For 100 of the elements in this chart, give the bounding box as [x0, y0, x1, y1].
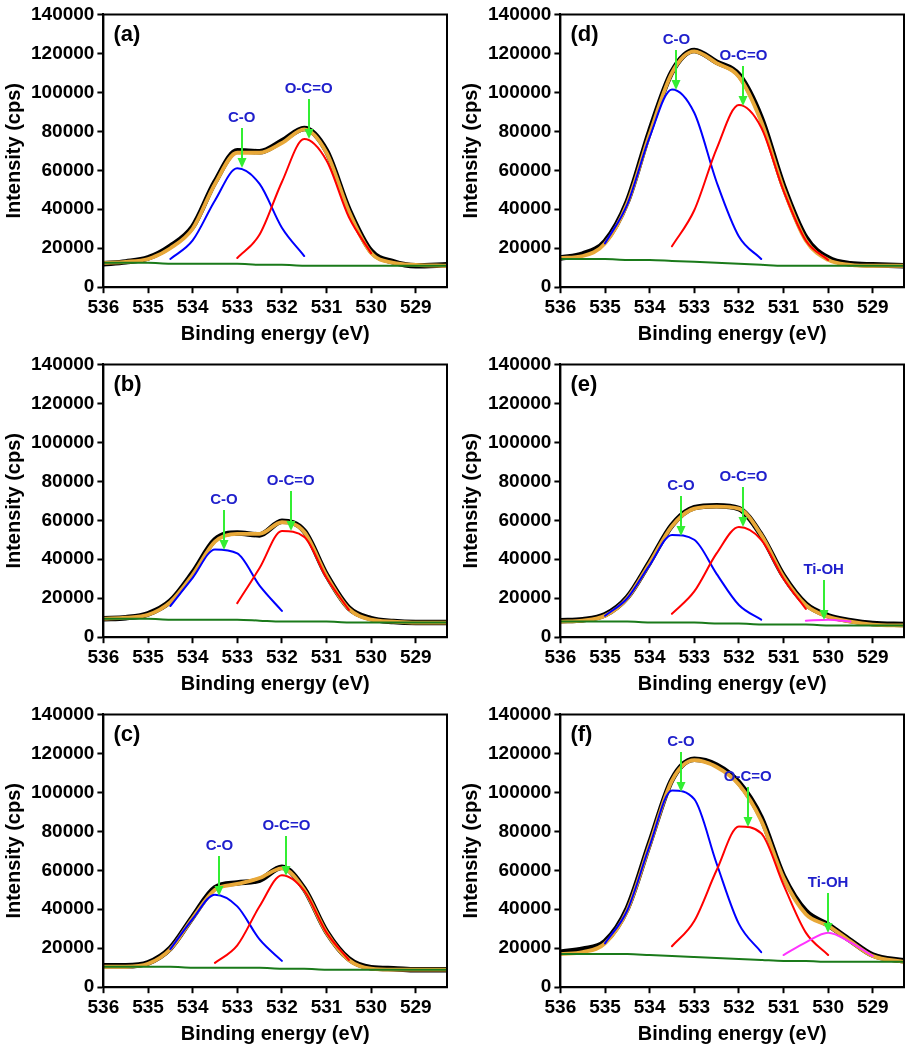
- x-tick-label: 529: [399, 995, 432, 1017]
- annotation: O-C=O: [284, 79, 333, 97]
- y-tick-label: 140000: [488, 702, 552, 724]
- x-tick-label: 534: [176, 995, 209, 1017]
- y-tick-label: 40000: [41, 197, 95, 219]
- y-tick-label: 40000: [498, 197, 552, 219]
- y-axis-title: Intensity (cps): [458, 783, 481, 919]
- x-tick-label: 536: [87, 995, 120, 1017]
- y-tick-label: 60000: [41, 158, 95, 180]
- y-tick-label: 0: [540, 975, 552, 997]
- x-tick-label: 532: [266, 295, 298, 317]
- x-tick-label: 535: [589, 645, 622, 667]
- y-tick-label: 100000: [488, 80, 552, 102]
- annotation: C-O: [205, 835, 234, 853]
- y-tick-label: 100000: [488, 430, 552, 452]
- y-axis-title: Intensity (cps): [1, 783, 24, 919]
- annotation: C-O: [667, 732, 695, 750]
- annotation: C-O: [210, 489, 238, 507]
- x-tick-label: 530: [812, 645, 844, 667]
- x-tick-label: 536: [87, 295, 120, 317]
- y-tick-label: 140000: [31, 2, 95, 24]
- x-tick-label: 533: [678, 295, 711, 317]
- x-tick-label: 532: [723, 645, 755, 667]
- y-tick-label: 0: [83, 625, 95, 647]
- annotation: O-C=O: [262, 816, 311, 834]
- x-tick-label: 535: [132, 295, 165, 317]
- y-tick-label: 0: [540, 625, 552, 647]
- y-tick-label: 80000: [498, 819, 552, 841]
- x-tick-label: 534: [633, 295, 666, 317]
- y-tick-label: 80000: [498, 469, 552, 491]
- x-tick-label: 534: [633, 995, 666, 1017]
- y-tick-label: 20000: [498, 236, 552, 258]
- x-tick-label: 531: [310, 645, 343, 667]
- x-tick-label: 536: [544, 645, 577, 667]
- x-axis-title: Binding energy (eV): [180, 1021, 370, 1044]
- y-tick-label: 0: [83, 975, 95, 997]
- y-tick-label: 120000: [488, 741, 552, 763]
- y-tick-label: 140000: [31, 702, 95, 724]
- y-tick-label: 140000: [31, 352, 95, 374]
- x-tick-label: 530: [812, 995, 844, 1017]
- y-tick-label: 100000: [31, 430, 95, 452]
- y-tick-label: 60000: [498, 158, 552, 180]
- y-tick-label: 40000: [498, 547, 552, 569]
- chart-title: (a): [113, 21, 141, 47]
- x-axis-title: Binding energy (eV): [180, 671, 370, 694]
- x-tick-label: 533: [221, 645, 254, 667]
- annotation: Ti-OH: [803, 559, 844, 577]
- x-tick-label: 535: [132, 995, 165, 1017]
- annotation: C-O: [662, 30, 691, 48]
- y-tick-label: 20000: [41, 936, 95, 958]
- y-tick-label: 140000: [488, 352, 552, 374]
- y-tick-label: 20000: [41, 236, 95, 258]
- x-tick-label: 530: [355, 295, 387, 317]
- chart-title: (c): [113, 721, 141, 747]
- y-tick-label: 60000: [498, 858, 552, 880]
- y-tick-label: 60000: [41, 508, 95, 530]
- y-tick-label: 100000: [31, 80, 95, 102]
- y-tick-label: 120000: [488, 41, 552, 63]
- x-tick-label: 532: [266, 645, 298, 667]
- x-tick-label: 530: [355, 995, 387, 1017]
- annotation: O-C=O: [719, 467, 768, 485]
- chart-title: (f): [570, 721, 593, 747]
- x-tick-label: 533: [221, 995, 254, 1017]
- y-tick-label: 80000: [41, 469, 95, 491]
- y-tick-label: 40000: [41, 547, 95, 569]
- x-tick-label: 529: [856, 995, 889, 1017]
- x-axis-title: Binding energy (eV): [637, 1021, 827, 1044]
- y-tick-label: 60000: [498, 508, 552, 530]
- x-axis-title: Binding energy (eV): [637, 321, 827, 344]
- x-tick-label: 532: [723, 295, 755, 317]
- annotation: C-O: [667, 475, 695, 493]
- y-tick-label: 0: [540, 275, 552, 297]
- x-tick-label: 531: [767, 995, 800, 1017]
- x-tick-label: 534: [176, 645, 209, 667]
- x-tick-label: 531: [767, 295, 800, 317]
- y-tick-label: 80000: [498, 119, 552, 141]
- x-tick-label: 536: [544, 995, 577, 1017]
- x-tick-label: 535: [589, 995, 622, 1017]
- x-tick-label: 532: [723, 995, 755, 1017]
- x-tick-label: 535: [589, 295, 622, 317]
- x-tick-label: 536: [87, 645, 120, 667]
- x-tick-label: 529: [399, 645, 432, 667]
- x-tick-label: 531: [767, 645, 800, 667]
- x-tick-label: 536: [544, 295, 577, 317]
- x-tick-label: 533: [678, 995, 711, 1017]
- y-tick-label: 40000: [41, 897, 95, 919]
- chart-title: (b): [113, 371, 142, 397]
- y-tick-label: 20000: [498, 936, 552, 958]
- x-tick-label: 532: [266, 995, 298, 1017]
- x-tick-label: 529: [856, 295, 889, 317]
- annotation: O-C=O: [719, 45, 768, 63]
- y-tick-label: 120000: [31, 41, 95, 63]
- y-tick-label: 120000: [31, 391, 95, 413]
- x-tick-label: 535: [132, 645, 165, 667]
- x-tick-label: 534: [176, 295, 209, 317]
- y-axis-title: Intensity (cps): [458, 83, 481, 219]
- annotation: Ti-OH: [807, 872, 849, 890]
- y-tick-label: 120000: [31, 741, 95, 763]
- x-tick-label: 530: [812, 295, 844, 317]
- y-tick-label: 140000: [488, 2, 552, 24]
